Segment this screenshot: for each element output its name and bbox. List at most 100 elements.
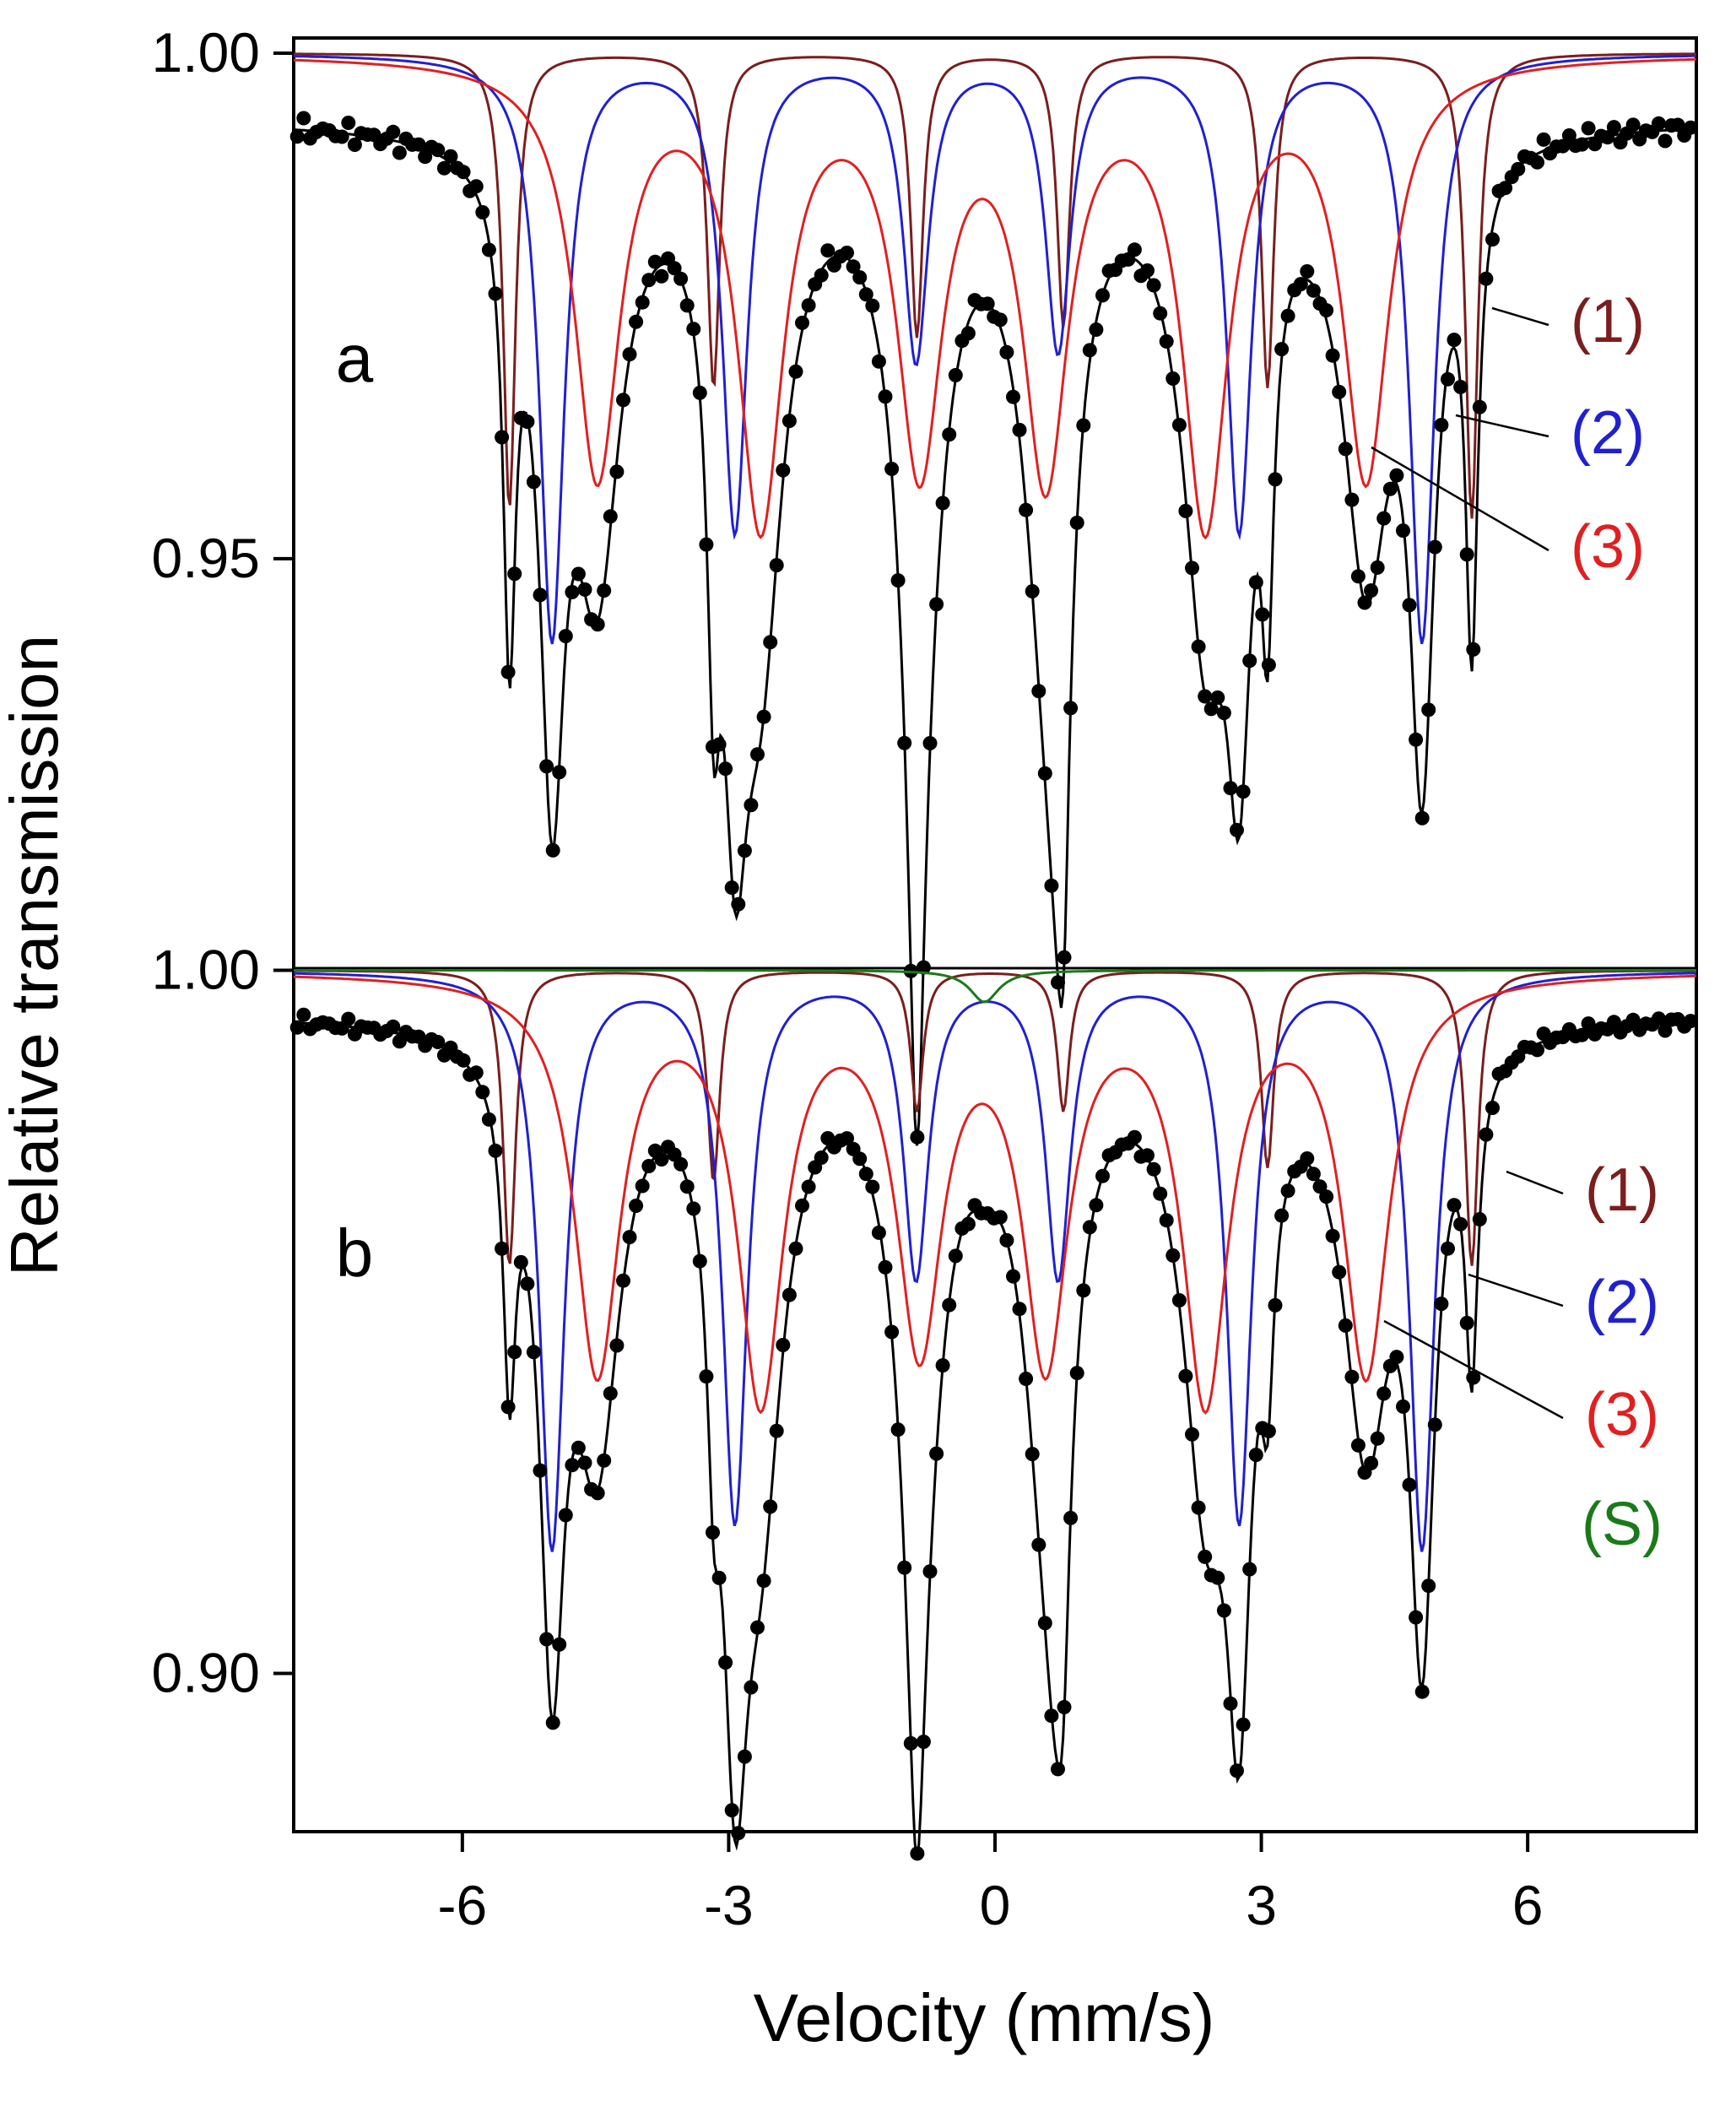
legend-label: (2) bbox=[1585, 1269, 1659, 1336]
data-point bbox=[942, 427, 957, 442]
data-point bbox=[1025, 584, 1040, 598]
data-point bbox=[871, 1225, 886, 1240]
data-point bbox=[1031, 1537, 1046, 1552]
data-point bbox=[1063, 1510, 1079, 1525]
data-point bbox=[878, 1259, 893, 1275]
data-point bbox=[1530, 1042, 1544, 1058]
data-point bbox=[1069, 515, 1084, 530]
data-point bbox=[897, 735, 912, 750]
data-point bbox=[1076, 1283, 1091, 1298]
data-point bbox=[1370, 560, 1385, 575]
data-point bbox=[1376, 511, 1392, 526]
data-point bbox=[1364, 1455, 1379, 1470]
data-point bbox=[296, 111, 311, 126]
data-point bbox=[1581, 121, 1596, 136]
data-point bbox=[481, 1112, 496, 1127]
data-point bbox=[411, 137, 426, 152]
data-point bbox=[820, 243, 836, 258]
legend-label: (2) bbox=[1571, 399, 1645, 467]
data-point bbox=[341, 1011, 356, 1026]
data-point bbox=[513, 1254, 528, 1270]
data-point bbox=[386, 124, 401, 139]
data-point bbox=[443, 149, 458, 164]
data-point bbox=[1006, 1269, 1020, 1284]
data-point bbox=[635, 1178, 650, 1194]
series-line-S bbox=[294, 969, 1696, 1004]
data-point bbox=[1051, 1762, 1065, 1777]
data-point bbox=[1382, 481, 1398, 496]
series-line-2 bbox=[294, 54, 1696, 645]
data-point bbox=[706, 1525, 720, 1540]
data-point bbox=[1427, 539, 1442, 555]
data-point bbox=[456, 165, 471, 180]
data-point bbox=[1325, 1228, 1340, 1243]
data-point bbox=[1223, 1696, 1238, 1711]
legend-leader-line bbox=[1491, 306, 1549, 327]
data-point bbox=[1575, 1027, 1589, 1042]
data-point bbox=[1396, 523, 1410, 539]
data-point bbox=[724, 880, 739, 896]
data-point bbox=[1051, 975, 1065, 990]
data-point bbox=[992, 312, 1008, 328]
data-point bbox=[533, 587, 548, 603]
data-point bbox=[289, 1020, 305, 1035]
data-point bbox=[686, 1201, 701, 1216]
y-tick-label: 1.00 bbox=[152, 21, 260, 84]
data-point bbox=[1082, 343, 1097, 358]
data-point bbox=[1044, 1708, 1059, 1724]
data-point bbox=[1293, 277, 1308, 292]
data-point bbox=[737, 1749, 752, 1764]
data-point bbox=[1127, 242, 1142, 257]
data-point bbox=[795, 1198, 809, 1213]
data-point bbox=[1479, 271, 1494, 286]
data-point bbox=[744, 1680, 759, 1695]
data-point bbox=[545, 842, 560, 858]
data-point bbox=[744, 798, 759, 813]
data-point bbox=[1300, 264, 1315, 279]
data-point bbox=[1089, 322, 1104, 337]
data-point bbox=[1441, 371, 1455, 387]
x-tick-label: -6 bbox=[438, 1874, 488, 1936]
data-point bbox=[788, 1241, 803, 1256]
data-point bbox=[1280, 308, 1295, 323]
data-point bbox=[1178, 503, 1193, 518]
data-point bbox=[296, 1007, 311, 1022]
data-point bbox=[1466, 1370, 1481, 1385]
data-point bbox=[1319, 1189, 1334, 1205]
data-point bbox=[922, 736, 938, 750]
data-point bbox=[386, 1019, 401, 1034]
data-point bbox=[769, 1423, 784, 1438]
data-point bbox=[1140, 263, 1155, 278]
data-point bbox=[1095, 288, 1110, 303]
data-point bbox=[533, 1463, 548, 1478]
data-point bbox=[1261, 1424, 1276, 1438]
data-point bbox=[1159, 334, 1174, 349]
data-point bbox=[846, 259, 861, 274]
data-point bbox=[1421, 702, 1436, 717]
data-point bbox=[1466, 642, 1481, 657]
data-point bbox=[597, 583, 612, 598]
data-point bbox=[334, 129, 349, 144]
data-point bbox=[500, 664, 516, 679]
data-point bbox=[724, 1803, 739, 1818]
data-point bbox=[1031, 684, 1046, 699]
panel-label: a bbox=[336, 321, 374, 396]
legend-leader-line bbox=[1383, 1319, 1564, 1420]
data-point bbox=[999, 1232, 1014, 1248]
data-point bbox=[552, 1637, 567, 1652]
data-point bbox=[1389, 1350, 1404, 1365]
data-point bbox=[609, 1338, 625, 1353]
data-point bbox=[1485, 232, 1500, 247]
data-point bbox=[814, 1150, 829, 1165]
legend-label: (1) bbox=[1571, 288, 1645, 355]
data-point bbox=[1396, 1399, 1410, 1414]
data-point bbox=[840, 246, 854, 260]
data-point bbox=[520, 414, 535, 430]
data-point bbox=[1606, 120, 1621, 135]
data-point bbox=[1185, 1427, 1199, 1442]
data-point bbox=[1434, 1297, 1449, 1312]
data-point bbox=[1012, 422, 1027, 437]
legend-label: (3) bbox=[1571, 513, 1645, 581]
data-point bbox=[603, 509, 618, 524]
